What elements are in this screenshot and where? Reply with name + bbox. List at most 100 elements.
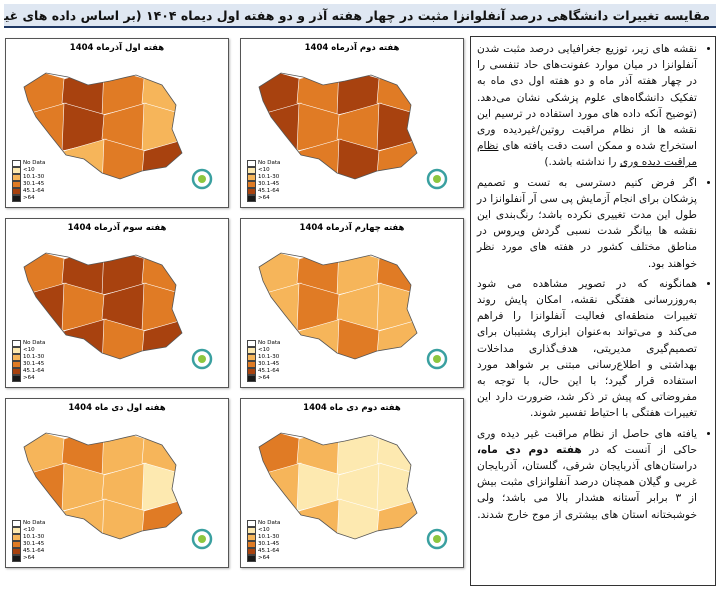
legend-swatch xyxy=(12,181,21,188)
legend-label: <10 xyxy=(23,527,35,533)
legend-item: 30.1-45 xyxy=(247,361,280,368)
legend-swatch xyxy=(247,347,256,354)
legend-swatch xyxy=(247,354,256,361)
region xyxy=(376,102,417,152)
legend-swatch xyxy=(12,195,21,202)
legend-label: 30.1-45 xyxy=(23,361,45,367)
legend-item: 10.1-30 xyxy=(247,534,280,541)
legend-item: No Data xyxy=(247,520,280,527)
logo-inner xyxy=(198,355,206,363)
legend-swatch xyxy=(247,534,256,541)
text: همانگونه که در تصویر مشاهده می شود به‌رو… xyxy=(477,277,697,420)
text: یافته های حاصل از نظام مراقبت غیر دیده و… xyxy=(477,427,697,456)
legend-swatch xyxy=(247,368,256,375)
region xyxy=(259,102,302,154)
country-outline xyxy=(23,72,183,180)
legend-item: 30.1-45 xyxy=(247,541,280,548)
legend-label: 30.1-45 xyxy=(258,541,280,547)
legend-item: 45.1-64 xyxy=(12,368,45,375)
legend-label: No Data xyxy=(258,520,281,526)
legend: No Data <10 10.1-30 30.1-45 45.1-64 >64 xyxy=(12,340,45,382)
legend-label: 45.1-64 xyxy=(23,188,45,194)
legend-label: 10.1-30 xyxy=(258,354,280,360)
map-title: هفته سوم آذرماه 1404 xyxy=(67,223,167,233)
legend-item: >64 xyxy=(12,555,45,562)
region xyxy=(141,282,182,332)
legend-swatch xyxy=(12,354,21,361)
country-outline xyxy=(258,252,418,360)
legend-item: 10.1-30 xyxy=(12,534,45,541)
map xyxy=(23,432,213,550)
legend-swatch xyxy=(247,520,256,527)
legend-label: >64 xyxy=(23,195,35,201)
legend-label: >64 xyxy=(258,195,270,201)
regions xyxy=(259,73,417,179)
legend: No Data <10 10.1-30 30.1-45 45.1-64 >64 xyxy=(247,340,280,382)
legend-swatch xyxy=(247,548,256,555)
legend-item: No Data xyxy=(247,340,280,347)
legend-item: 45.1-64 xyxy=(247,368,280,375)
country-outline xyxy=(23,432,183,540)
logo-inner xyxy=(198,175,206,183)
legend-item: >64 xyxy=(247,375,280,382)
legend-swatch xyxy=(247,555,256,562)
legend-swatch xyxy=(247,340,256,347)
country-outline xyxy=(23,252,183,360)
map-panel: هفته سوم آذرماه 1404 No Data <10 10.1-30 30.… xyxy=(5,218,229,388)
legend-label: No Data xyxy=(23,520,46,526)
map-title: هفته دوم دی ماه 1404 xyxy=(303,403,401,413)
logo xyxy=(191,348,213,370)
region xyxy=(259,282,302,334)
logo xyxy=(426,348,448,370)
map xyxy=(258,432,448,550)
legend-item: 45.1-64 xyxy=(247,188,280,195)
regions xyxy=(259,253,417,359)
legend-label: 10.1-30 xyxy=(258,174,280,180)
legend-swatch xyxy=(247,167,256,174)
legend-swatch xyxy=(12,167,21,174)
country-outline xyxy=(258,432,418,540)
legend-item: No Data xyxy=(12,160,45,167)
legend-label: >64 xyxy=(23,555,35,561)
logo-inner xyxy=(433,355,441,363)
legend-swatch xyxy=(12,347,21,354)
map-panel: هفته دوم دی ماه 1404 No Data <10 10.1-30 30.… xyxy=(240,398,464,568)
legend-swatch xyxy=(12,534,21,541)
legend-item: >64 xyxy=(12,375,45,382)
legend-item: <10 xyxy=(12,527,45,534)
legend-item: 30.1-45 xyxy=(12,181,45,188)
legend-item: <10 xyxy=(12,347,45,354)
map-panel: هفته چهارم آذرماه 1404 No Data <10 10.1-30 3… xyxy=(240,218,464,388)
legend-label: 45.1-64 xyxy=(258,188,280,194)
region xyxy=(24,102,67,154)
legend-swatch xyxy=(12,188,21,195)
underlined-text: نظام مراقبت دیده وری xyxy=(477,140,697,169)
text: نقشه های زیر، توزیع جغرافیایی درصد مثبت … xyxy=(477,43,697,153)
legend-item: 10.1-30 xyxy=(12,354,45,361)
regions xyxy=(24,433,182,539)
legend-swatch xyxy=(12,548,21,555)
map xyxy=(258,252,448,370)
legend-item: <10 xyxy=(247,167,280,174)
legend-swatch xyxy=(12,375,21,382)
legend-swatch xyxy=(12,361,21,368)
legend-swatch xyxy=(247,527,256,534)
bullet: همانگونه که در تصویر مشاهده می شود به‌رو… xyxy=(477,276,697,422)
legend-label: 30.1-45 xyxy=(23,181,45,187)
legend-label: 45.1-64 xyxy=(23,548,45,554)
text-panel: نقشه های زیر، توزیع جغرافیایی درصد مثبت … xyxy=(470,36,716,586)
legend-item: >64 xyxy=(247,555,280,562)
bullet-list: نقشه های زیر، توزیع جغرافیایی درصد مثبت … xyxy=(477,41,709,523)
region xyxy=(259,462,302,514)
map-title: هفته چهارم آذرماه 1404 xyxy=(299,223,405,233)
legend-swatch xyxy=(247,188,256,195)
page-title: مقایسه تغییرات دانشگاهی درصد آنفلوانزا م… xyxy=(4,4,716,28)
legend-item: 30.1-45 xyxy=(247,181,280,188)
legend-label: 30.1-45 xyxy=(258,361,280,367)
legend-item: <10 xyxy=(247,527,280,534)
legend-label: No Data xyxy=(23,160,46,166)
legend-item: 10.1-30 xyxy=(247,174,280,181)
map-title: هفته دوم آذرماه 1404 xyxy=(304,43,400,53)
legend-item: 45.1-64 xyxy=(12,188,45,195)
